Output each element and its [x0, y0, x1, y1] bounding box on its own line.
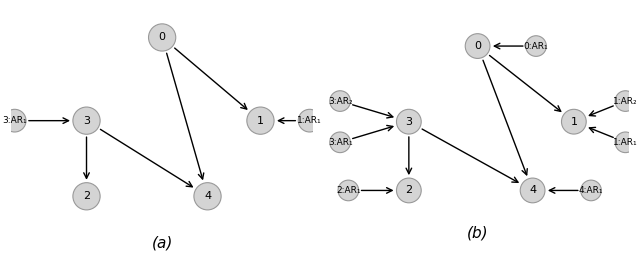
Text: 4:AR₁: 4:AR₁: [579, 186, 604, 195]
Circle shape: [73, 107, 100, 134]
Circle shape: [561, 109, 586, 134]
Text: 1: 1: [570, 117, 577, 127]
Circle shape: [148, 24, 176, 51]
Text: 2: 2: [83, 191, 90, 201]
Circle shape: [298, 109, 321, 132]
Text: (b): (b): [467, 225, 488, 241]
Circle shape: [465, 34, 490, 58]
Text: (a): (a): [152, 236, 173, 251]
Text: 3: 3: [83, 116, 90, 126]
Text: 3:AR₁: 3:AR₁: [3, 116, 27, 125]
Text: 4: 4: [204, 191, 211, 201]
Text: 2: 2: [405, 185, 412, 195]
Text: 2:AR₁: 2:AR₁: [336, 186, 360, 195]
Circle shape: [520, 178, 545, 203]
Text: 1:AR₁: 1:AR₁: [613, 138, 637, 147]
Circle shape: [330, 91, 351, 111]
Circle shape: [338, 180, 358, 201]
Circle shape: [525, 36, 547, 56]
Circle shape: [615, 91, 636, 111]
Circle shape: [396, 109, 421, 134]
Text: 4: 4: [529, 185, 536, 195]
Text: 3: 3: [405, 117, 412, 127]
Text: 0: 0: [474, 41, 481, 51]
Circle shape: [396, 178, 421, 203]
Circle shape: [73, 183, 100, 210]
Text: 0: 0: [159, 32, 166, 43]
Circle shape: [3, 109, 26, 132]
Circle shape: [247, 107, 274, 134]
Circle shape: [580, 180, 602, 201]
Text: 0:AR₁: 0:AR₁: [524, 41, 548, 51]
Circle shape: [330, 132, 351, 153]
Text: 3:AR₁: 3:AR₁: [328, 138, 353, 147]
Text: 1: 1: [257, 116, 264, 126]
Text: 1:AR₁: 1:AR₁: [298, 116, 322, 125]
Circle shape: [615, 132, 636, 153]
Text: 1:AR₂: 1:AR₂: [613, 97, 637, 106]
Circle shape: [194, 183, 221, 210]
Text: 3:AR₂: 3:AR₂: [328, 97, 353, 106]
